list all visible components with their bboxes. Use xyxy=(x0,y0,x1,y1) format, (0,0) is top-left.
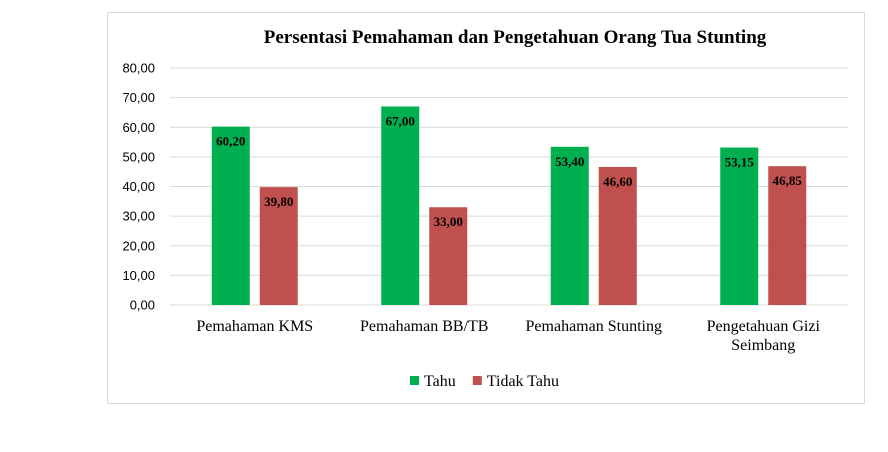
bar-tidak-tahu xyxy=(598,166,637,305)
bar-tidak-tahu xyxy=(259,187,298,305)
data-labels: 60,20 39,80 67,00 33,00 53,40 46,60 53,15 46,85 xyxy=(216,114,802,230)
legend-label: Tidak Tahu xyxy=(487,373,559,390)
chart-title: Persentasi Pemahaman dan Pengetahuan Ora… xyxy=(264,27,767,48)
bar-tahu xyxy=(211,126,250,305)
y-tick-label: 0,00 xyxy=(130,298,155,313)
y-tick-label: 30,00 xyxy=(122,209,155,224)
legend-label: Tahu xyxy=(424,373,456,390)
y-tick-label: 40,00 xyxy=(122,179,155,194)
bar-tidak-tahu xyxy=(429,207,468,305)
y-tick-label: 20,00 xyxy=(122,238,155,253)
data-label: 67,00 xyxy=(386,114,415,129)
data-label: 46,60 xyxy=(603,174,632,189)
x-tick-label: Pemahaman KMS xyxy=(196,318,313,335)
data-label: 60,20 xyxy=(216,134,245,149)
y-axis-labels: 0,00 10,00 20,00 30,00 40,00 50,00 60,00 70,00 8… xyxy=(122,61,155,313)
data-label: 33,00 xyxy=(434,214,463,229)
x-tick-label: Pemahaman BB/TB xyxy=(360,318,488,335)
bar-tidak-tahu xyxy=(768,166,807,305)
y-tick-label: 70,00 xyxy=(122,90,155,105)
data-label: 39,80 xyxy=(264,194,293,209)
y-tick-label: 10,00 xyxy=(122,268,155,283)
data-label: 53,15 xyxy=(725,155,755,170)
bars xyxy=(211,106,807,305)
y-tick-label: 60,00 xyxy=(122,120,155,135)
x-axis-labels: Pemahaman KMS Pemahaman BB/TB Pemahaman St… xyxy=(196,318,820,354)
y-tick-label: 80,00 xyxy=(122,61,155,76)
legend: Tahu Tidak Tahu xyxy=(410,373,559,390)
bar-tahu xyxy=(720,147,759,305)
x-tick-label: Pengetahuan Gizi Seimbang xyxy=(707,318,821,354)
data-label: 53,40 xyxy=(555,154,584,169)
x-tick-label: Pemahaman Stunting xyxy=(526,318,662,335)
bar-tahu xyxy=(381,106,420,305)
data-label: 46,85 xyxy=(773,173,803,188)
bar-tahu xyxy=(550,146,589,305)
legend-swatch xyxy=(410,376,419,385)
legend-swatch xyxy=(472,376,482,385)
y-tick-label: 50,00 xyxy=(122,149,155,164)
